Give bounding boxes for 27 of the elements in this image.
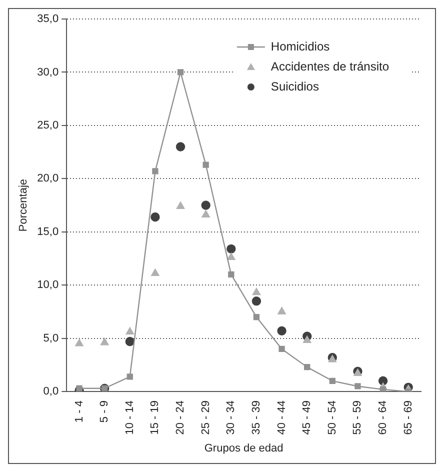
- x-tick-label: 60 - 64: [377, 400, 390, 435]
- legend-label: Homicidios: [270, 39, 330, 54]
- y-tick-label: 25,0: [37, 119, 59, 132]
- y-tick-label: 20,0: [37, 172, 59, 185]
- x-tick-label: 25 - 29: [200, 400, 212, 435]
- x-axis-title: Grupos de edad: [204, 442, 284, 454]
- x-tick-label: 55 - 59: [352, 400, 364, 435]
- x-tick-label: 40 - 44: [276, 400, 288, 435]
- y-tick-label: 35,0: [37, 13, 59, 26]
- legend-label: Suicidios: [270, 79, 319, 94]
- y-tick-label: 30,0: [37, 66, 59, 78]
- legend-label: Accidentes de tránsito: [270, 59, 390, 74]
- x-tick-label: 5 - 9: [98, 400, 111, 423]
- y-tick-label: 0,0: [43, 386, 59, 398]
- x-tick-label: 65 - 69: [402, 400, 414, 435]
- x-tick-label: 30 - 34: [225, 400, 238, 435]
- x-tick-label: 45 - 49: [301, 400, 314, 435]
- x-tick-label: 35 - 39: [250, 400, 262, 435]
- x-tick-label: 15 - 19: [149, 400, 162, 435]
- y-tick-label: 5,0: [43, 332, 59, 344]
- y-axis-title: Porcentaje: [18, 178, 30, 232]
- x-tick-label: 10 - 14: [124, 400, 136, 435]
- x-tick-label: 50 - 54: [326, 400, 338, 435]
- y-tick-label: 10,0: [37, 279, 59, 292]
- x-tick-label: 20 - 24: [174, 400, 187, 435]
- x-tick-label: 1 - 4: [73, 400, 86, 423]
- y-tick-label: 15,0: [37, 226, 59, 238]
